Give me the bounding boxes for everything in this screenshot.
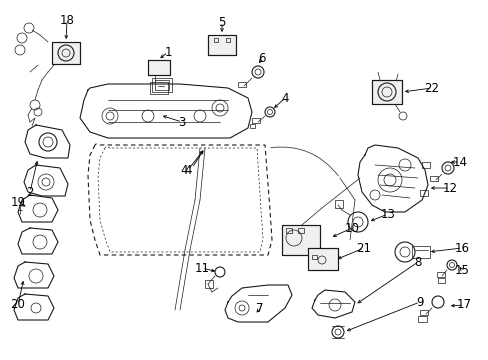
Bar (282, 225, 319, 255)
Bar (150, 82, 168, 94)
Bar (152, 78, 172, 92)
Text: 20: 20 (11, 298, 25, 311)
Text: 4: 4 (281, 91, 288, 104)
Text: 7: 7 (256, 302, 263, 315)
Text: 4: 4 (184, 163, 191, 176)
Bar (251, 118, 260, 123)
Text: 21: 21 (356, 242, 371, 255)
Text: 13: 13 (380, 207, 395, 220)
Text: 5: 5 (218, 15, 225, 28)
Bar (334, 200, 342, 208)
Bar (207, 35, 236, 55)
Bar (311, 255, 316, 259)
Bar (238, 82, 245, 87)
Bar (204, 280, 213, 288)
Text: 17: 17 (456, 298, 470, 311)
Bar (417, 316, 426, 322)
Bar (52, 42, 80, 64)
Bar (155, 80, 169, 90)
Bar (371, 80, 401, 104)
Text: 1: 1 (164, 45, 171, 59)
Text: 22: 22 (424, 81, 439, 95)
Text: 11: 11 (194, 261, 209, 274)
Text: 9: 9 (415, 296, 423, 309)
Text: 2: 2 (26, 185, 34, 198)
Bar (437, 278, 444, 283)
Text: 6: 6 (258, 51, 265, 64)
Text: 3: 3 (178, 116, 185, 129)
Bar (285, 228, 291, 233)
Bar (419, 310, 427, 315)
Bar (297, 228, 304, 233)
Bar (436, 272, 444, 277)
Bar (148, 60, 170, 75)
Text: 10: 10 (344, 221, 359, 234)
Text: 16: 16 (453, 242, 468, 255)
Bar (429, 176, 437, 181)
Bar (52, 42, 80, 64)
Text: 19: 19 (10, 195, 25, 208)
Bar (214, 38, 218, 42)
Bar (307, 248, 337, 270)
Text: 8: 8 (413, 256, 421, 269)
Bar (249, 124, 254, 128)
Text: 18: 18 (60, 14, 74, 27)
Bar (148, 60, 170, 75)
Bar (419, 190, 427, 196)
Text: 14: 14 (451, 156, 467, 168)
Bar (421, 162, 429, 168)
Bar (207, 35, 236, 55)
Bar (411, 246, 429, 258)
Bar (307, 248, 337, 270)
Text: 15: 15 (454, 264, 468, 276)
Bar (225, 38, 229, 42)
Bar (282, 225, 319, 255)
Text: 4: 4 (180, 163, 187, 176)
Text: 12: 12 (442, 181, 457, 194)
Bar (371, 80, 401, 104)
